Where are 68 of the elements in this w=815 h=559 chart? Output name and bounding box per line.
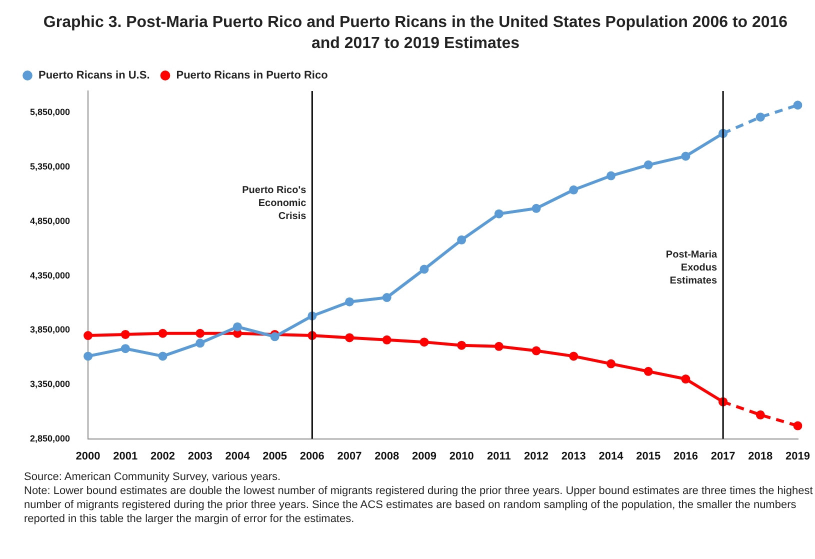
point — [793, 421, 802, 430]
point — [532, 346, 541, 356]
x-tick-label: 2012 — [524, 450, 549, 462]
x-tick-label: 2010 — [449, 450, 474, 462]
point — [270, 332, 280, 342]
point — [382, 335, 392, 344]
point — [681, 374, 690, 384]
x-tick-label: 2017 — [710, 450, 736, 462]
point — [494, 209, 504, 218]
legend-label: Puerto Ricans in U.S. — [38, 70, 150, 82]
x-tick-label: 2016 — [673, 450, 698, 462]
x-tick-label: 2015 — [636, 450, 661, 462]
point — [756, 112, 765, 122]
y-tick-label: 4,850,000 — [30, 216, 70, 226]
ref-line-label: Puerto Rico's Economic Crisis — [242, 185, 307, 222]
x-tick-label: 2006 — [300, 450, 324, 462]
point — [232, 322, 242, 332]
x-tick-label: 2004 — [225, 450, 251, 462]
point — [196, 328, 205, 338]
x-tick-label: 2000 — [76, 450, 100, 462]
x-tick-label: 2007 — [337, 450, 362, 462]
y-tick-label: 5,350,000 — [30, 162, 70, 172]
y-tick-label: 3,850,000 — [30, 324, 70, 335]
point — [382, 293, 392, 302]
y-tick-label: 5,850,000 — [30, 107, 70, 118]
x-tick-label: 2001 — [113, 450, 138, 462]
point — [345, 333, 354, 342]
y-tick-label: 3,350,000 — [30, 378, 70, 389]
point — [569, 352, 578, 361]
chart-title: Graphic 3. Post-Maria Puerto Rico and Puerto Ricans in the United States Population 2006 to 2016 and 2017 to 2019 Estimates — [42, 13, 789, 54]
x-tick-label: 2011 — [486, 450, 511, 462]
x-tick-label: 2008 — [374, 450, 400, 462]
x-tick-label: 2013 — [561, 450, 586, 462]
point — [606, 171, 616, 180]
point — [120, 344, 130, 354]
x-tick-label: 2018 — [748, 450, 773, 462]
x-tick-label: 2003 — [188, 450, 212, 462]
y-tick-label: 2,850,000 — [30, 433, 70, 444]
ref-line-label: Post-Maria Exodus Estimates — [666, 249, 718, 286]
point — [532, 204, 541, 213]
point — [494, 342, 504, 351]
x-tick-label: 2019 — [786, 450, 810, 462]
point — [681, 152, 690, 161]
point — [420, 264, 429, 274]
point — [345, 297, 354, 306]
point — [84, 352, 93, 361]
point — [644, 160, 653, 170]
point — [756, 410, 765, 420]
text: Note: Lower bound estimates are double the lowest number of migrants registered during the prior three years. Upper bound estimates are three times the highest number of migrants registered during the prior three years. Since the ACS estimates are based on random sampling of the population, the smaller the numbers reported in this table the larger the margin of error for the estimates. — [24, 484, 813, 526]
y-tick-label: 4,350,000 — [30, 270, 70, 280]
point — [84, 331, 93, 340]
point — [158, 352, 168, 361]
point — [569, 185, 578, 194]
x-tick-label: 2009 — [412, 450, 436, 462]
point — [644, 366, 653, 376]
point — [457, 340, 466, 350]
point — [457, 235, 466, 244]
point — [793, 100, 802, 110]
x-tick-label: 2005 — [262, 450, 288, 462]
x-tick-label: 2014 — [598, 450, 624, 462]
x-tick-label: 2002 — [150, 450, 175, 462]
point — [606, 359, 616, 368]
point — [158, 328, 168, 338]
source-note: Source: American Community Survey, various years. — [24, 470, 282, 484]
point — [420, 338, 429, 347]
point — [196, 338, 205, 348]
legend-label: Puerto Ricans in Puerto Rico — [176, 70, 328, 82]
point — [120, 330, 130, 339]
